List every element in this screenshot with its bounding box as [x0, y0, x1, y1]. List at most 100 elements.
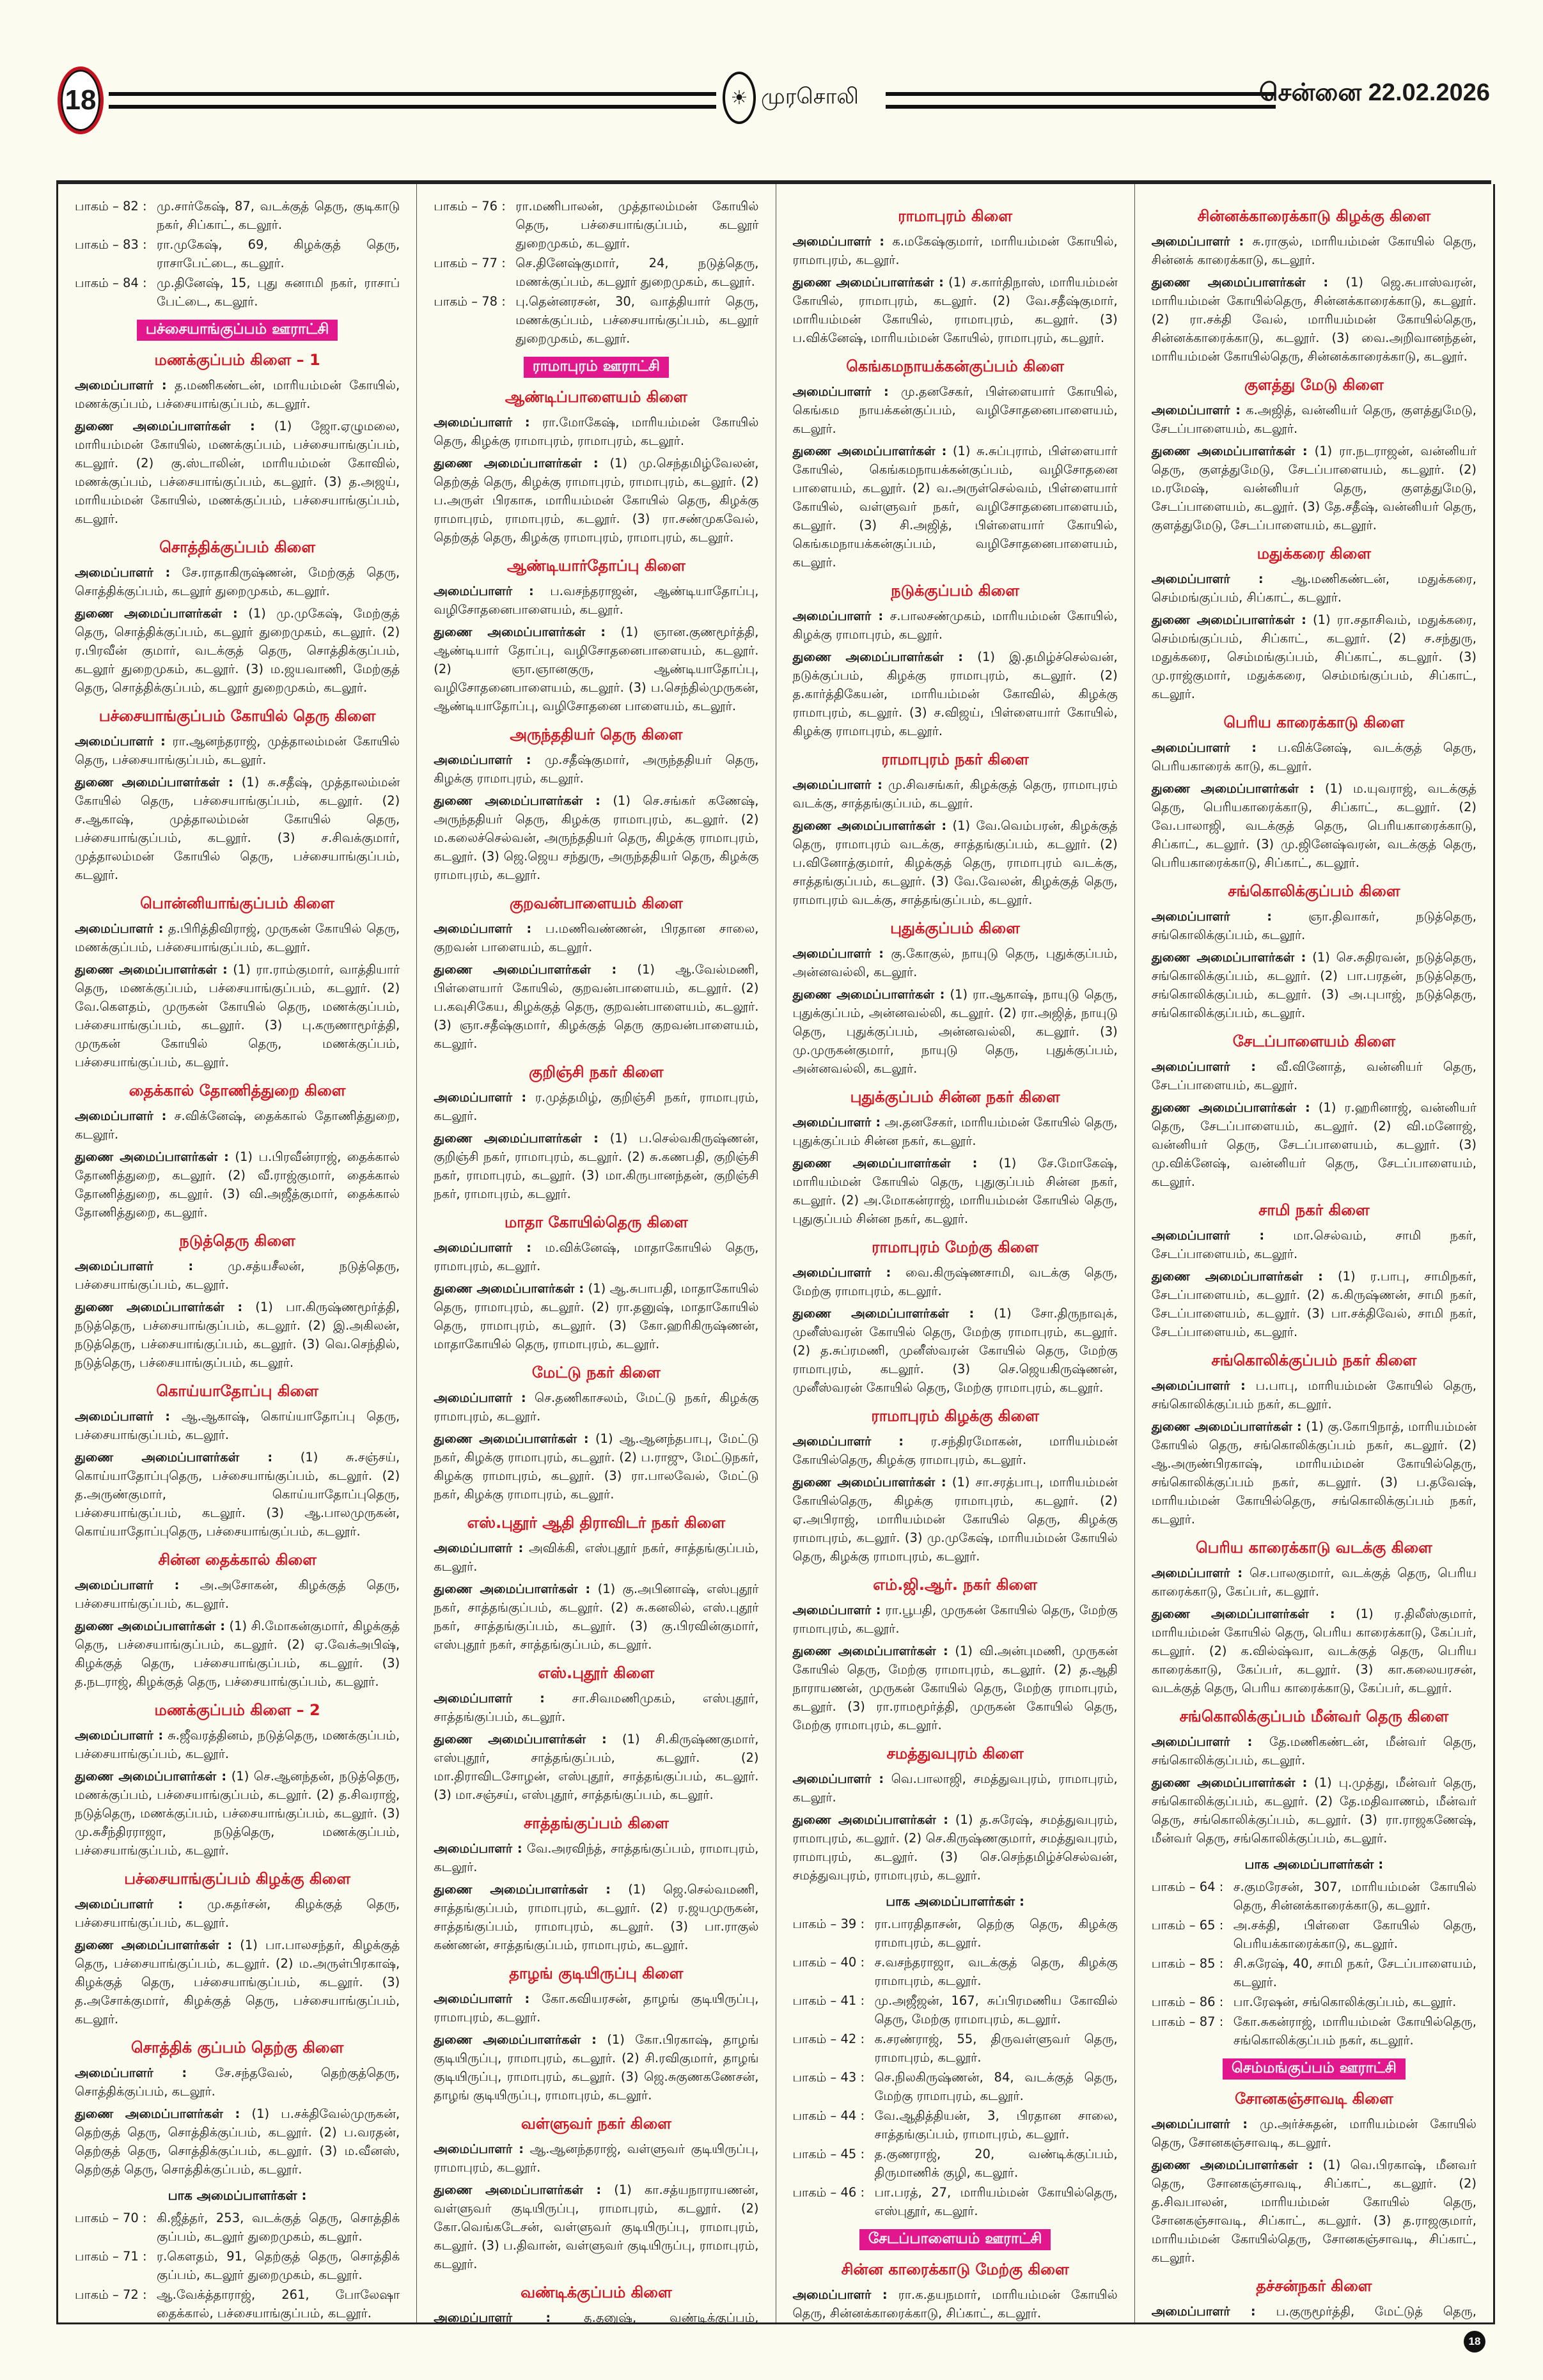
ward-number: 43: [840, 2070, 857, 2085]
newspaper-logo: ☀ முரசொலி: [723, 72, 859, 124]
ward-organizer: ரா.பாரதிதாசன், தெற்கு தெரு, கிழக்கு ராமா…: [874, 1917, 1118, 1950]
organizer-label: அமைப்பாளர் :: [792, 1434, 904, 1449]
ward-number: 64: [1199, 1879, 1216, 1894]
organizer-label: அமைப்பாளர் :: [1151, 234, 1244, 249]
ward-organizer: மு.சார்கேஷ், 87, வடக்குத் தெரு, குடிகாடு…: [157, 199, 400, 232]
branch-title: சொத்திக்குப்பம் கிளை: [159, 538, 315, 556]
branch-title: ராமாபுரம் கிழக்கு கிளை: [871, 1407, 1039, 1425]
ward-prefix: பாகம் –: [75, 2211, 119, 2225]
deputies-names: (1) பா.கிருஷ்ணமூர்த்தி, நடுத்தெரு, பச்சை…: [75, 1300, 400, 1370]
organizer-label: அமைப்பாளர் :: [792, 1265, 891, 1280]
organizer-line: அமைப்பாளர் : ரா.மோகேஷ், மாரியம்மன் கோயில…: [434, 413, 758, 450]
ward-organizer: ச.குமரேசன், 307, மாரியம்மன் கோயில் தெரு,…: [1233, 1879, 1476, 1913]
organizer-name: மு.சதீஷ்குமார், அருந்ததியர் தெரு, கிழக்க…: [434, 752, 759, 786]
organizer-label: அமைப்பாளர் :: [434, 921, 532, 936]
organizer-label: அமைப்பாளர் :: [434, 1841, 522, 1856]
branch-title: எஸ்.புதூர் ஆதி திராவிடர் நகர் கிளை: [467, 1514, 726, 1532]
deputies-label: துணை அமைப்பாளர்கள் :: [1151, 612, 1306, 627]
organizer-label: அமைப்பாளர் :: [434, 1090, 527, 1105]
organizer-name: கோ.கவியரசன், தாழங் குடியிருப்பு, ராமாபுர…: [434, 1991, 759, 2025]
deputies-line: துணை அமைப்பாளர்கள் : (1) ஞான.குணமூர்த்தி…: [434, 623, 758, 715]
branch-title: நடுக்குப்பம் கிளை: [891, 582, 1020, 600]
ward-label: பாகம் – 84 :: [75, 276, 147, 290]
organizer-name: ப.விக்னேஷ், வடக்குத் தெரு, பெரியகாரைக் க…: [1151, 740, 1476, 774]
ward-number: 65: [1199, 1918, 1216, 1933]
deputies-line: துணை அமைப்பாளர்கள் : (1) ப.செல்வகிருஷ்ணன…: [434, 1129, 758, 1203]
organizer-line: அமைப்பாளர் : த.மணிகண்டன், மாரியம்மன் கோய…: [75, 376, 400, 413]
ward-label: பாகம் – 85 :: [1151, 1956, 1224, 1971]
deputies-label: துணை அமைப்பாளர்கள் :: [75, 962, 228, 977]
deputies-names: (1) ப.செல்வகிருஷ்ணன், குறிஞ்சி நகர், ராம…: [434, 1131, 759, 1201]
deputies-line: துணை அமைப்பாளர்கள் : (1) ர.ஹரினாஜ், வன்ன…: [1152, 1098, 1476, 1191]
organizer-name: சே.சந்தவேல், தெற்குத்தெரு, சொத்திக்குப்ப…: [75, 2065, 400, 2099]
ward-entry: பாகம் – 65 : அ.சக்தி, பிள்ளை கோயில் தெரு,…: [1152, 1916, 1476, 1953]
branch-title: சின்ன காரைக்காடு மேற்கு கிளை: [841, 2260, 1069, 2278]
organizer-line: அமைப்பாளர் : ப.விக்னேஷ், வடக்குத் தெரு, …: [1152, 738, 1476, 775]
ward-organizer: பா.பரத், 27, மாரியம்மன் கோயில்தெரு, எஸ்ப…: [874, 2185, 1118, 2218]
organizer-label: அமைப்பாளர் :: [75, 1409, 171, 1424]
ward-label: பாகம் – 44 :: [792, 2108, 865, 2123]
newspaper-name: முரசொலி: [761, 84, 859, 109]
deputies-label: துணை அமைப்பாளர்கள் :: [75, 2106, 240, 2121]
deputies-label: துணை அமைப்பாளர்கள் :: [75, 775, 233, 789]
organizer-name: க.அஜித், வன்னியர் தெரு, குளத்துமேடு, சேட…: [1151, 403, 1476, 436]
organizer-name: ச.பாலசண்முகம், மாரியம்மன் கோயில், கிழக்க…: [792, 609, 1118, 642]
ward-prefix: பாகம் –: [75, 199, 119, 214]
organizer-name: தே.மணிகண்டன், மீன்வர் தெரு, சங்கொலிக்குப…: [1151, 1734, 1476, 1768]
ward-label: பாகம் – 41 :: [792, 1993, 865, 2008]
branch-title: பச்சையாங்குப்பம் கோயில் தெரு கிளை: [98, 707, 376, 725]
deputies-names: (1) கு.அபினாஷ், எஸ்புதூர் நகர், சாத்தங்க…: [434, 1582, 759, 1652]
organizer-label: அமைப்பாளர் :: [1151, 740, 1257, 755]
deputies-names: (1) ஆ.ஆனந்தபாபு, மேட்டு நகர், கிழக்கு ரா…: [434, 1431, 759, 1502]
column-1: பாகம் – 82 : மு.சார்கேஷ், 87, வடக்குத் தெ…: [58, 184, 418, 2322]
deputies-line: துணை அமைப்பாளர்கள் : (1) சு.சஞ்சய், கொய்…: [75, 1448, 400, 1541]
deputies-label: துணை அமைப்பாளர்கள் :: [75, 419, 255, 433]
ward-entry: பாகம் – 83 : ரா.முகேஷ், 69, கிழக்குத் தெர…: [75, 235, 400, 272]
deputies-line: துணை அமைப்பாளர்கள் : (1) ரா.சதாசிவம், மத…: [1152, 611, 1476, 703]
ward-organizer: மு.அஜீஜன், 167, சுப்பிரமணிய கோவில் தெரு,…: [874, 1993, 1118, 2026]
ward-number: 76: [482, 199, 498, 214]
deputies-names: (1) மு.செந்தமிழ்வேலன், தெற்குத் தெரு, கி…: [434, 456, 759, 545]
organizer-name: ர.சந்திரமோகன், மாரியம்மன் கோயில்தெரு, கி…: [792, 1434, 1118, 1467]
organizer-line: அமைப்பாளர் : த.பிரித்திவிராஜ், முருகன் க…: [75, 919, 400, 956]
deputies-label: துணை அமைப்பாளர்கள் :: [792, 1812, 949, 1827]
ward-label: பாகம் – 82 :: [75, 199, 147, 214]
deputies-label: துணை அமைப்பாளர்கள் :: [434, 2182, 602, 2197]
deputies-line: துணை அமைப்பாளர்கள் : (1) ரா.ஆகாஷ், நாயுட…: [793, 985, 1118, 1078]
deputies-line: துணை அமைப்பாளர்கள் : (1) சி.மோகன்குமார்,…: [75, 1617, 400, 1691]
ward-number: 82: [123, 199, 139, 214]
deputies-names: (1) ம.யுவராஜ், வடக்குத் தெரு, பெரியகாரைக…: [1151, 781, 1476, 870]
ward-prefix: பாகம் –: [792, 2147, 837, 2161]
organizer-line: அமைப்பாளர் : ப.பாபு, மாரியம்மன் கோயில் த…: [1152, 1376, 1476, 1413]
deputies-names: (1) ஜோ.ஏழுமலை, மாரியம்மன் கோயில், மணக்கு…: [75, 419, 400, 526]
organizer-label: அமைப்பாளர் :: [1151, 572, 1264, 586]
ward-entry: பாகம் – 41 : மு.அஜீஜன், 167, சுப்பிரமணிய …: [793, 1991, 1118, 2028]
ward-label: பாகம் – 64 :: [1151, 1879, 1224, 1894]
branch-title: மாதா கோயில்தெரு கிளை: [504, 1213, 688, 1231]
branch-title: சமத்துவபுரம் கிளை: [886, 1745, 1024, 1762]
ward-number: 40: [840, 1955, 857, 1970]
organizer-line: அமைப்பாளர் : சு.ராகுல், மாரியம்மன் கோயில…: [1152, 232, 1476, 269]
deputies-label: துணை அமைப்பாளர்கள் :: [792, 275, 944, 290]
ward-prefix: பாகம் –: [1151, 1918, 1196, 1933]
deputies-label: துணை அமைப்பாளர்கள் :: [1151, 275, 1329, 290]
deputies-line: துணை அமைப்பாளர்கள் : (1) மு.முகேஷ், மேற்…: [75, 604, 400, 697]
article-columns: பாகம் – 82 : மு.சார்கேஷ், 87, வடக்குத் தெ…: [56, 184, 1495, 2324]
ward-number: 46: [840, 2185, 857, 2200]
ward-label: பாகம் – 65 :: [1151, 1918, 1224, 1933]
deputies-label: துணை அமைப்பாளர்கள் :: [434, 1732, 607, 1746]
organizer-line: அமைப்பாளர் : ஆ.ஆனந்தராஜ், வள்ளுவர் குடிய…: [434, 2140, 758, 2177]
deputies-label: துணை அமைப்பாளர்கள் :: [434, 1281, 584, 1296]
ward-number: 85: [1199, 1956, 1216, 1971]
organizer-line: அமைப்பாளர் : ஆ.மணிகண்டன், மதுக்கரை, செம்…: [1152, 570, 1476, 607]
deputies-names: (1) ஆ.வேல்மணி, பிள்ளையார் கோயில், குறவன்…: [434, 962, 759, 1051]
ward-label: பாகம் – 46 :: [792, 2185, 865, 2200]
organizer-line: அமைப்பாளர் : ர.முத்தமிழ், குறிஞ்சி நகர்,…: [434, 1088, 758, 1125]
rising-sun-emblem-icon: ☀: [723, 72, 756, 124]
organizer-line: அமைப்பாளர் : ப.மணிவண்ணன், பிரதான சாலை, க…: [434, 919, 758, 956]
organizer-label: அமைப்பாளர் :: [75, 1259, 194, 1273]
dateline: சென்னை 22.02.2026: [1258, 79, 1490, 106]
ward-prefix: பாகம் –: [792, 2185, 837, 2200]
deputies-line: துணை அமைப்பாளர்கள் : (1) சு.சுப்புராம், …: [793, 442, 1118, 572]
ward-number: 72: [123, 2287, 139, 2302]
